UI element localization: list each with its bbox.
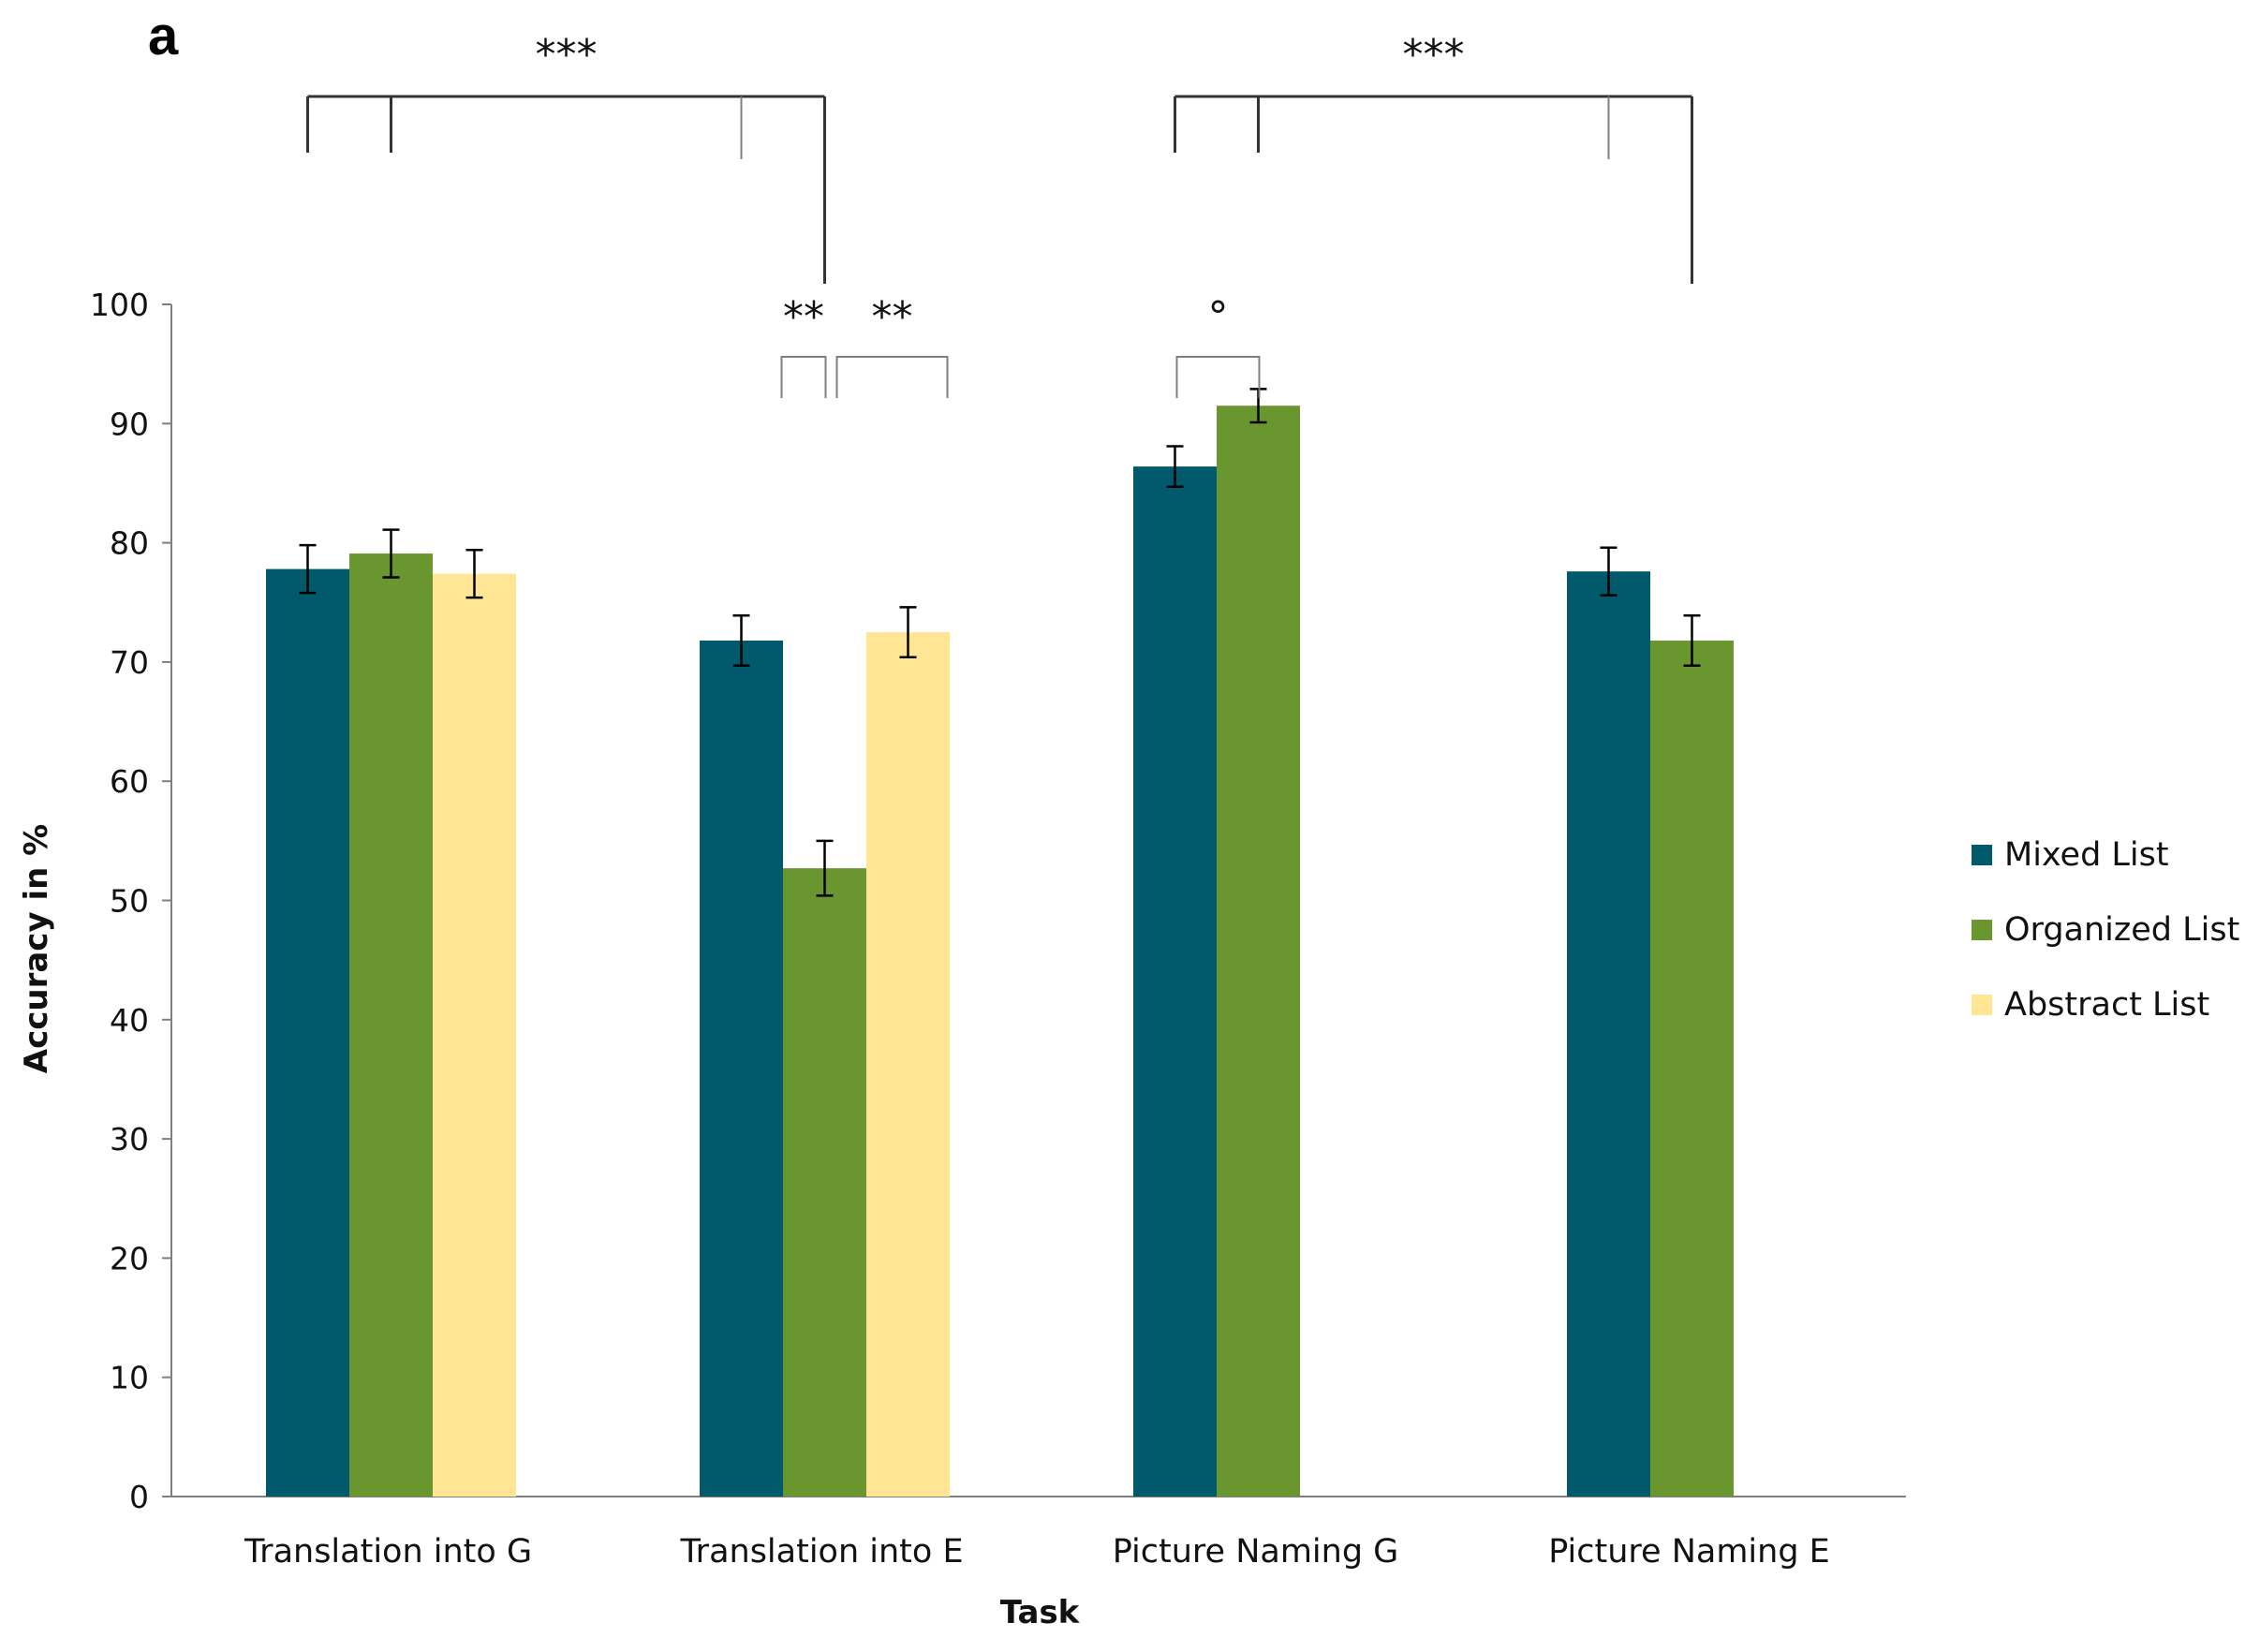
bar	[266, 568, 349, 1497]
group-significance-bracket: ***	[306, 31, 826, 284]
legend-item: Abstract List	[1972, 986, 2209, 1024]
legend-label: Organized List	[2004, 911, 2239, 949]
bar	[866, 632, 950, 1497]
pair-significance-bracket: **	[835, 293, 949, 398]
y-tick-label: 80	[110, 525, 149, 562]
legend-item: Mixed List	[1972, 836, 2169, 874]
bar	[1217, 406, 1300, 1497]
y-tick-label: 40	[110, 1002, 149, 1039]
y-tick-label: 10	[110, 1360, 149, 1396]
bar	[1567, 571, 1650, 1497]
y-tick-label: 20	[110, 1240, 149, 1276]
bar	[1133, 466, 1217, 1497]
legend-swatch	[1972, 845, 1992, 865]
legend: Mixed List Organized List Abstract List	[1972, 836, 2239, 1024]
pair-significance-bracket: °	[1175, 293, 1261, 398]
error-bars	[299, 388, 1701, 897]
y-tick-label: 50	[110, 883, 149, 920]
y-tick-label: 30	[110, 1121, 149, 1158]
significance-label: **	[783, 293, 824, 341]
x-tick-label: Picture Naming E	[1548, 1533, 1830, 1571]
bracket-line	[1175, 356, 1261, 398]
bar	[349, 553, 433, 1497]
legend-swatch	[1972, 920, 1992, 940]
bar	[1650, 640, 1734, 1497]
x-tick-label: Translation into E	[679, 1533, 963, 1571]
significance-label: **	[872, 293, 913, 341]
bracket-line	[780, 356, 827, 398]
legend-item: Organized List	[1972, 911, 2239, 949]
significance-brackets: *** ***** ** °	[306, 31, 1693, 398]
bracket-line	[835, 356, 949, 398]
axes: 0 10 20 30 40 50 60 70 80 90 100 Translation into G…	[90, 287, 1906, 1571]
significance-label: ***	[1403, 31, 1465, 79]
x-tick-label: Picture Naming G	[1113, 1533, 1399, 1571]
x-axis-title: Task	[1000, 1594, 1081, 1631]
y-tick-label: 0	[129, 1479, 149, 1515]
y-tick-label: 90	[110, 406, 149, 442]
bar	[783, 868, 866, 1497]
bar	[433, 573, 516, 1497]
y-axis-title: Accuracy in %	[18, 824, 55, 1073]
y-tick-label: 100	[90, 287, 149, 323]
panel-label: a	[148, 6, 179, 66]
legend-swatch	[1972, 995, 1992, 1015]
bars	[266, 406, 1734, 1497]
significance-label: ***	[536, 31, 598, 79]
legend-label: Abstract List	[2004, 986, 2209, 1024]
x-tick-label: Translation into G	[244, 1533, 532, 1571]
y-tick-label: 60	[110, 763, 149, 800]
y-tick-label: 70	[110, 644, 149, 681]
significance-label: °	[1208, 293, 1229, 341]
bar	[700, 640, 783, 1497]
pair-significance-bracket: **	[780, 293, 827, 398]
group-significance-bracket: ***	[1174, 31, 1693, 284]
legend-label: Mixed List	[2004, 836, 2169, 874]
